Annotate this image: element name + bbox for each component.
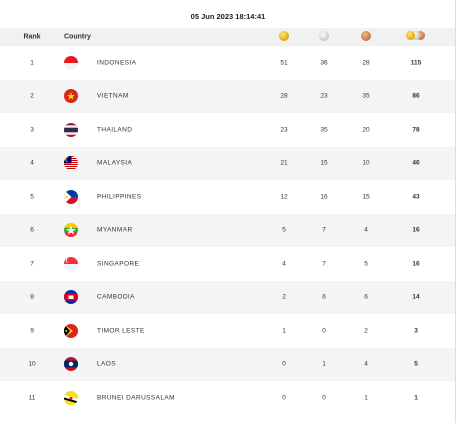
total-count: 115 [410, 59, 422, 67]
bronze-count: 20 [362, 126, 370, 134]
rank-header: Rank [23, 33, 41, 41]
rank-cell: 5 [30, 193, 34, 201]
silver-count: 23 [320, 92, 328, 100]
rank-cell: 4 [30, 159, 34, 167]
rank-cell: 3 [30, 126, 34, 134]
country-name: MYANMAR [97, 226, 133, 234]
silver-count: 0 [322, 394, 326, 402]
bronze-count: 10 [362, 159, 370, 167]
table-row: 8 CAMBODIA 2 6 6 14 [0, 280, 456, 314]
gold-count: 23 [280, 126, 288, 134]
country-name: THAILAND [97, 126, 133, 134]
laos-flag-icon [64, 357, 78, 372]
table-body: 1 INDONESIA 51 36 28 115 2 VIETNAM 28 23 35 86 3 THAI… [0, 46, 456, 415]
table-row: 5 PHILIPPINES 12 16 15 43 [0, 180, 456, 214]
bronze-count: 35 [362, 92, 370, 100]
vietnam-flag-icon [64, 89, 78, 104]
table-row: 11 BRUNEI DARUSSALAM 0 0 1 1 [0, 381, 456, 415]
total-count: 16 [412, 226, 420, 234]
silver-count: 35 [320, 126, 328, 134]
bronze-count: 15 [362, 193, 370, 201]
rank-cell: 11 [28, 394, 36, 402]
total-count: 3 [414, 327, 418, 335]
total-count: 5 [414, 360, 418, 368]
rank-cell: 10 [28, 360, 36, 368]
table-row: 9 TIMOR LESTE 1 0 2 3 [0, 314, 456, 348]
malaysia-flag-icon [64, 156, 78, 171]
thailand-flag-icon [64, 122, 78, 137]
gold-count: 12 [280, 193, 288, 201]
country-name: SINGAPORE [97, 260, 140, 268]
table-row: 3 THAILAND 23 35 20 78 [0, 113, 456, 147]
all-medals-icon [406, 31, 426, 43]
table-row: 2 VIETNAM 28 23 35 86 [0, 79, 456, 113]
myanmar-flag-icon [64, 223, 78, 238]
gold-count: 5 [282, 226, 286, 234]
silver-count: 1 [322, 360, 326, 368]
bronze-count: 4 [364, 226, 368, 234]
gold-count: 1 [282, 327, 286, 335]
total-count: 86 [412, 92, 420, 100]
total-count: 14 [412, 293, 420, 301]
rank-cell: 6 [30, 226, 34, 234]
silver-medal-icon [319, 31, 329, 43]
cambodia-flag-icon [64, 290, 78, 305]
gold-count: 0 [282, 394, 286, 402]
bronze-count: 4 [364, 360, 368, 368]
table-row: 1 INDONESIA 51 36 28 115 [0, 46, 456, 80]
bronze-count: 2 [364, 327, 368, 335]
rank-cell: 1 [30, 59, 34, 67]
medal-table: Rank Country 1 INDONESIA 51 36 28 115 2 VIETNAM… [0, 28, 456, 415]
total-count: 46 [412, 159, 420, 167]
bronze-count: 5 [364, 260, 368, 268]
silver-count: 7 [322, 226, 326, 234]
country-header: Country [64, 33, 91, 41]
silver-count: 36 [320, 59, 328, 67]
timor-leste-flag-icon [64, 323, 78, 338]
gold-count: 0 [282, 360, 286, 368]
country-name: VIETNAM [97, 92, 129, 100]
table-row: 7 SINGAPORE 4 7 5 16 [0, 247, 456, 281]
gold-count: 21 [280, 159, 288, 167]
gold-count: 2 [282, 293, 286, 301]
bronze-count: 28 [362, 59, 370, 67]
total-count: 78 [412, 126, 420, 134]
country-name: TIMOR LESTE [97, 327, 145, 335]
table-row: 10 LAOS 0 1 4 5 [0, 347, 456, 381]
philippines-flag-icon [64, 189, 78, 204]
rank-cell: 9 [30, 327, 34, 335]
table-row: 6 MYANMAR 5 7 4 16 [0, 213, 456, 247]
table-row: 4 MALAYSIA 21 15 10 46 [0, 146, 456, 180]
total-count: 16 [412, 260, 420, 268]
gold-medal-icon [279, 31, 289, 43]
indonesia-flag-icon [64, 55, 78, 70]
silver-count: 0 [322, 327, 326, 335]
singapore-flag-icon [64, 256, 78, 271]
silver-count: 7 [322, 260, 326, 268]
rank-cell: 8 [30, 293, 34, 301]
silver-count: 16 [320, 193, 328, 201]
country-name: PHILIPPINES [97, 193, 142, 201]
total-count: 1 [414, 394, 418, 402]
bronze-count: 1 [364, 394, 368, 402]
bronze-count: 6 [364, 293, 368, 301]
rank-cell: 7 [30, 260, 34, 268]
table-header: Rank Country [0, 28, 456, 46]
silver-count: 15 [320, 159, 328, 167]
country-name: MALAYSIA [97, 159, 133, 167]
last-updated-timestamp: 05 Jun 2023 18:14:41 [190, 12, 266, 21]
bronze-medal-icon [361, 31, 371, 43]
country-name: CAMBODIA [97, 293, 135, 301]
gold-count: 28 [280, 92, 288, 100]
gold-count: 4 [282, 260, 286, 268]
total-count: 43 [412, 193, 420, 201]
silver-count: 6 [322, 293, 326, 301]
gold-count: 51 [280, 59, 288, 67]
country-name: LAOS [97, 360, 116, 368]
rank-cell: 2 [30, 92, 34, 100]
brunei-flag-icon [64, 390, 78, 405]
country-name: BRUNEI DARUSSALAM [97, 394, 175, 402]
country-name: INDONESIA [97, 59, 137, 67]
